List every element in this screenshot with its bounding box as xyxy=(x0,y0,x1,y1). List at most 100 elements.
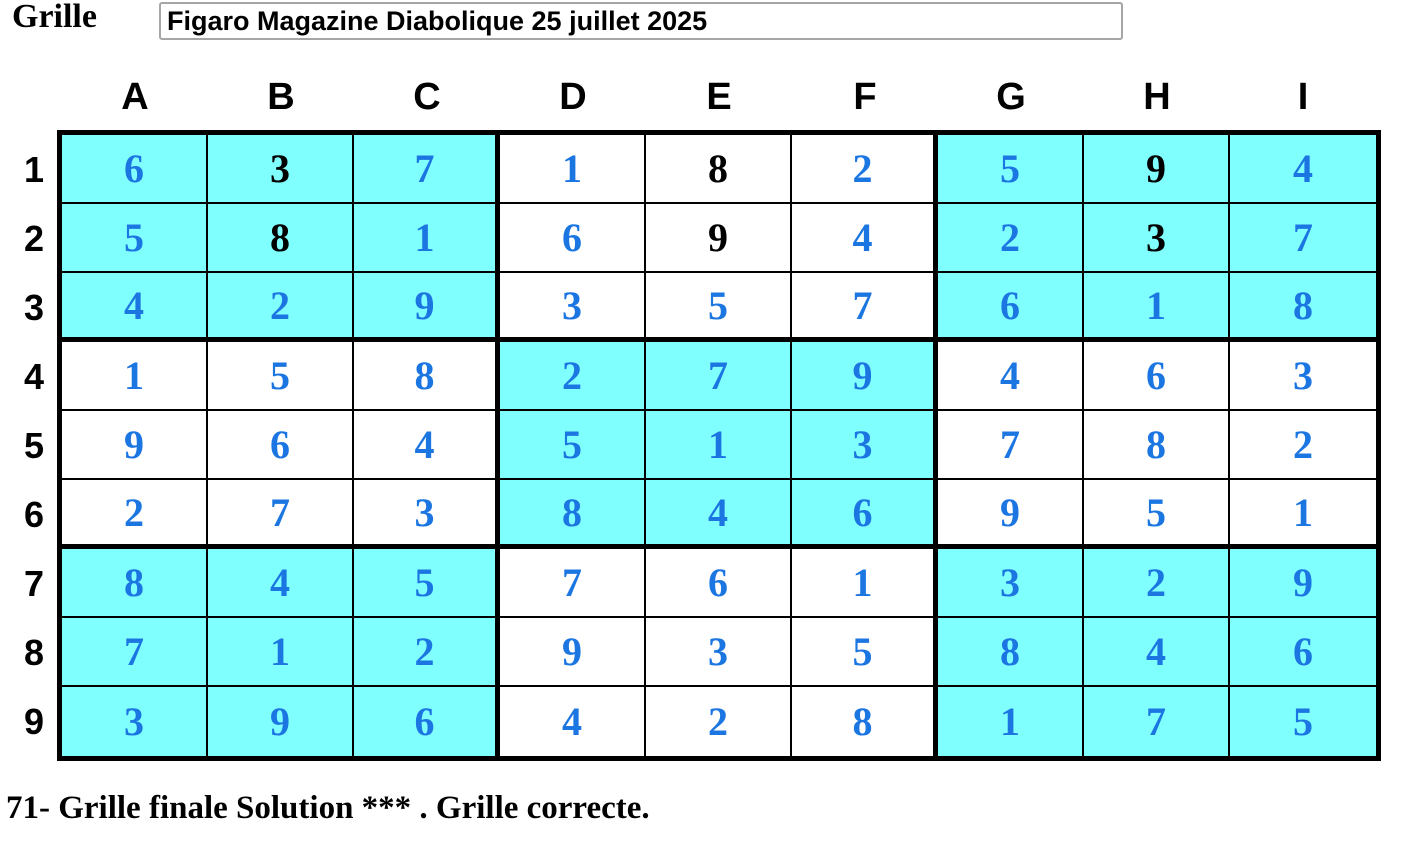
sudoku-cell-A8[interactable]: 7 xyxy=(62,618,208,687)
sudoku-cell-C6[interactable]: 3 xyxy=(354,480,500,549)
sudoku-cell-E8[interactable]: 3 xyxy=(646,618,792,687)
sudoku-cell-H4[interactable]: 6 xyxy=(1084,342,1230,411)
sudoku-cell-I8[interactable]: 6 xyxy=(1230,618,1376,687)
sudoku-cell-C2[interactable]: 1 xyxy=(354,204,500,273)
sudoku-cell-D1[interactable]: 1 xyxy=(500,135,646,204)
column-header-G: G xyxy=(996,76,1026,118)
sudoku-cell-H8[interactable]: 4 xyxy=(1084,618,1230,687)
sudoku-cell-H7[interactable]: 2 xyxy=(1084,549,1230,618)
sudoku-cell-F1[interactable]: 2 xyxy=(792,135,938,204)
sudoku-cell-C7[interactable]: 5 xyxy=(354,549,500,618)
sudoku-cell-B7[interactable]: 4 xyxy=(208,549,354,618)
sudoku-cell-G4[interactable]: 4 xyxy=(938,342,1084,411)
sudoku-cell-A9[interactable]: 3 xyxy=(62,687,208,756)
puzzle-name-input[interactable] xyxy=(159,2,1123,40)
sudoku-cell-B3[interactable]: 2 xyxy=(208,273,354,342)
sudoku-cell-A6[interactable]: 2 xyxy=(62,480,208,549)
sudoku-cell-D6[interactable]: 8 xyxy=(500,480,646,549)
column-header-C: C xyxy=(413,76,441,118)
sudoku-cell-E2[interactable]: 9 xyxy=(646,204,792,273)
sudoku-cell-E4[interactable]: 7 xyxy=(646,342,792,411)
sudoku-cell-F9[interactable]: 8 xyxy=(792,687,938,756)
sudoku-cell-A5[interactable]: 9 xyxy=(62,411,208,480)
sudoku-cell-H9[interactable]: 7 xyxy=(1084,687,1230,756)
sudoku-cell-B5[interactable]: 6 xyxy=(208,411,354,480)
sudoku-cell-I1[interactable]: 4 xyxy=(1230,135,1376,204)
column-header-A: A xyxy=(121,76,149,118)
row-label-1: 1 xyxy=(23,148,44,190)
sudoku-cell-H6[interactable]: 5 xyxy=(1084,480,1230,549)
sudoku-cell-A2[interactable]: 5 xyxy=(62,204,208,273)
sudoku-cell-E3[interactable]: 5 xyxy=(646,273,792,342)
row-label-5: 5 xyxy=(23,424,44,466)
sudoku-cell-I5[interactable]: 2 xyxy=(1230,411,1376,480)
row-label-4: 4 xyxy=(23,355,44,397)
sudoku-cell-A3[interactable]: 4 xyxy=(62,273,208,342)
sudoku-cell-C8[interactable]: 2 xyxy=(354,618,500,687)
sudoku-cell-E6[interactable]: 4 xyxy=(646,480,792,549)
sudoku-cell-G5[interactable]: 7 xyxy=(938,411,1084,480)
sudoku-cell-C4[interactable]: 8 xyxy=(354,342,500,411)
sudoku-cell-C3[interactable]: 9 xyxy=(354,273,500,342)
sudoku-cell-E5[interactable]: 1 xyxy=(646,411,792,480)
sudoku-cell-F7[interactable]: 1 xyxy=(792,549,938,618)
sudoku-cell-D8[interactable]: 9 xyxy=(500,618,646,687)
sudoku-cell-G3[interactable]: 6 xyxy=(938,273,1084,342)
sudoku-cell-C1[interactable]: 7 xyxy=(354,135,500,204)
sudoku-cell-C9[interactable]: 6 xyxy=(354,687,500,756)
sudoku-cell-E1[interactable]: 8 xyxy=(646,135,792,204)
sudoku-cell-A1[interactable]: 6 xyxy=(62,135,208,204)
sudoku-cell-B4[interactable]: 5 xyxy=(208,342,354,411)
row-label-6: 6 xyxy=(23,493,44,535)
sudoku-cell-H3[interactable]: 1 xyxy=(1084,273,1230,342)
sudoku-cell-E9[interactable]: 2 xyxy=(646,687,792,756)
sudoku-cell-G9[interactable]: 1 xyxy=(938,687,1084,756)
sudoku-cell-I7[interactable]: 9 xyxy=(1230,549,1376,618)
sudoku-cell-A7[interactable]: 8 xyxy=(62,549,208,618)
sudoku-cell-B6[interactable]: 7 xyxy=(208,480,354,549)
sudoku-cell-D2[interactable]: 6 xyxy=(500,204,646,273)
sudoku-cell-F5[interactable]: 3 xyxy=(792,411,938,480)
sudoku-cell-I4[interactable]: 3 xyxy=(1230,342,1376,411)
sudoku-cell-I3[interactable]: 8 xyxy=(1230,273,1376,342)
column-header-H: H xyxy=(1143,76,1171,118)
sudoku-cell-G2[interactable]: 2 xyxy=(938,204,1084,273)
grille-label: Grille xyxy=(12,0,97,35)
status-text: 71- Grille finale Solution *** . Grille … xyxy=(6,790,650,826)
sudoku-cell-F2[interactable]: 4 xyxy=(792,204,938,273)
sudoku-cell-G7[interactable]: 3 xyxy=(938,549,1084,618)
sudoku-cell-E7[interactable]: 6 xyxy=(646,549,792,618)
sudoku-cell-B1[interactable]: 3 xyxy=(208,135,354,204)
sudoku-cell-D9[interactable]: 4 xyxy=(500,687,646,756)
sudoku-cell-C5[interactable]: 4 xyxy=(354,411,500,480)
sudoku-cell-B9[interactable]: 9 xyxy=(208,687,354,756)
sudoku-cell-G1[interactable]: 5 xyxy=(938,135,1084,204)
sudoku-cell-G8[interactable]: 8 xyxy=(938,618,1084,687)
sudoku-cell-G6[interactable]: 9 xyxy=(938,480,1084,549)
sudoku-cell-B2[interactable]: 8 xyxy=(208,204,354,273)
row-label-7: 7 xyxy=(23,562,44,604)
sudoku-cell-F6[interactable]: 6 xyxy=(792,480,938,549)
sudoku-cell-A4[interactable]: 1 xyxy=(62,342,208,411)
row-label-3: 3 xyxy=(23,286,44,328)
sudoku-cell-H1[interactable]: 9 xyxy=(1084,135,1230,204)
row-labels: 1 2 3 4 5 6 7 8 9 xyxy=(0,135,48,756)
sudoku-cell-D5[interactable]: 5 xyxy=(500,411,646,480)
sudoku-cell-I6[interactable]: 1 xyxy=(1230,480,1376,549)
sudoku-cell-B8[interactable]: 1 xyxy=(208,618,354,687)
sudoku-cell-F8[interactable]: 5 xyxy=(792,618,938,687)
sudoku-cell-I9[interactable]: 5 xyxy=(1230,687,1376,756)
column-header-B: B xyxy=(267,76,295,118)
sudoku-cell-I2[interactable]: 7 xyxy=(1230,204,1376,273)
sudoku-cell-D4[interactable]: 2 xyxy=(500,342,646,411)
sudoku-cell-F4[interactable]: 9 xyxy=(792,342,938,411)
sudoku-cell-F3[interactable]: 7 xyxy=(792,273,938,342)
sudoku-cell-D7[interactable]: 7 xyxy=(500,549,646,618)
sudoku-cell-H5[interactable]: 8 xyxy=(1084,411,1230,480)
sudoku-cell-H2[interactable]: 3 xyxy=(1084,204,1230,273)
sudoku-cell-D3[interactable]: 3 xyxy=(500,273,646,342)
column-headers: A B C D E F G H I xyxy=(62,76,1376,119)
column-header-E: E xyxy=(706,76,732,118)
column-header-I: I xyxy=(1297,76,1309,118)
